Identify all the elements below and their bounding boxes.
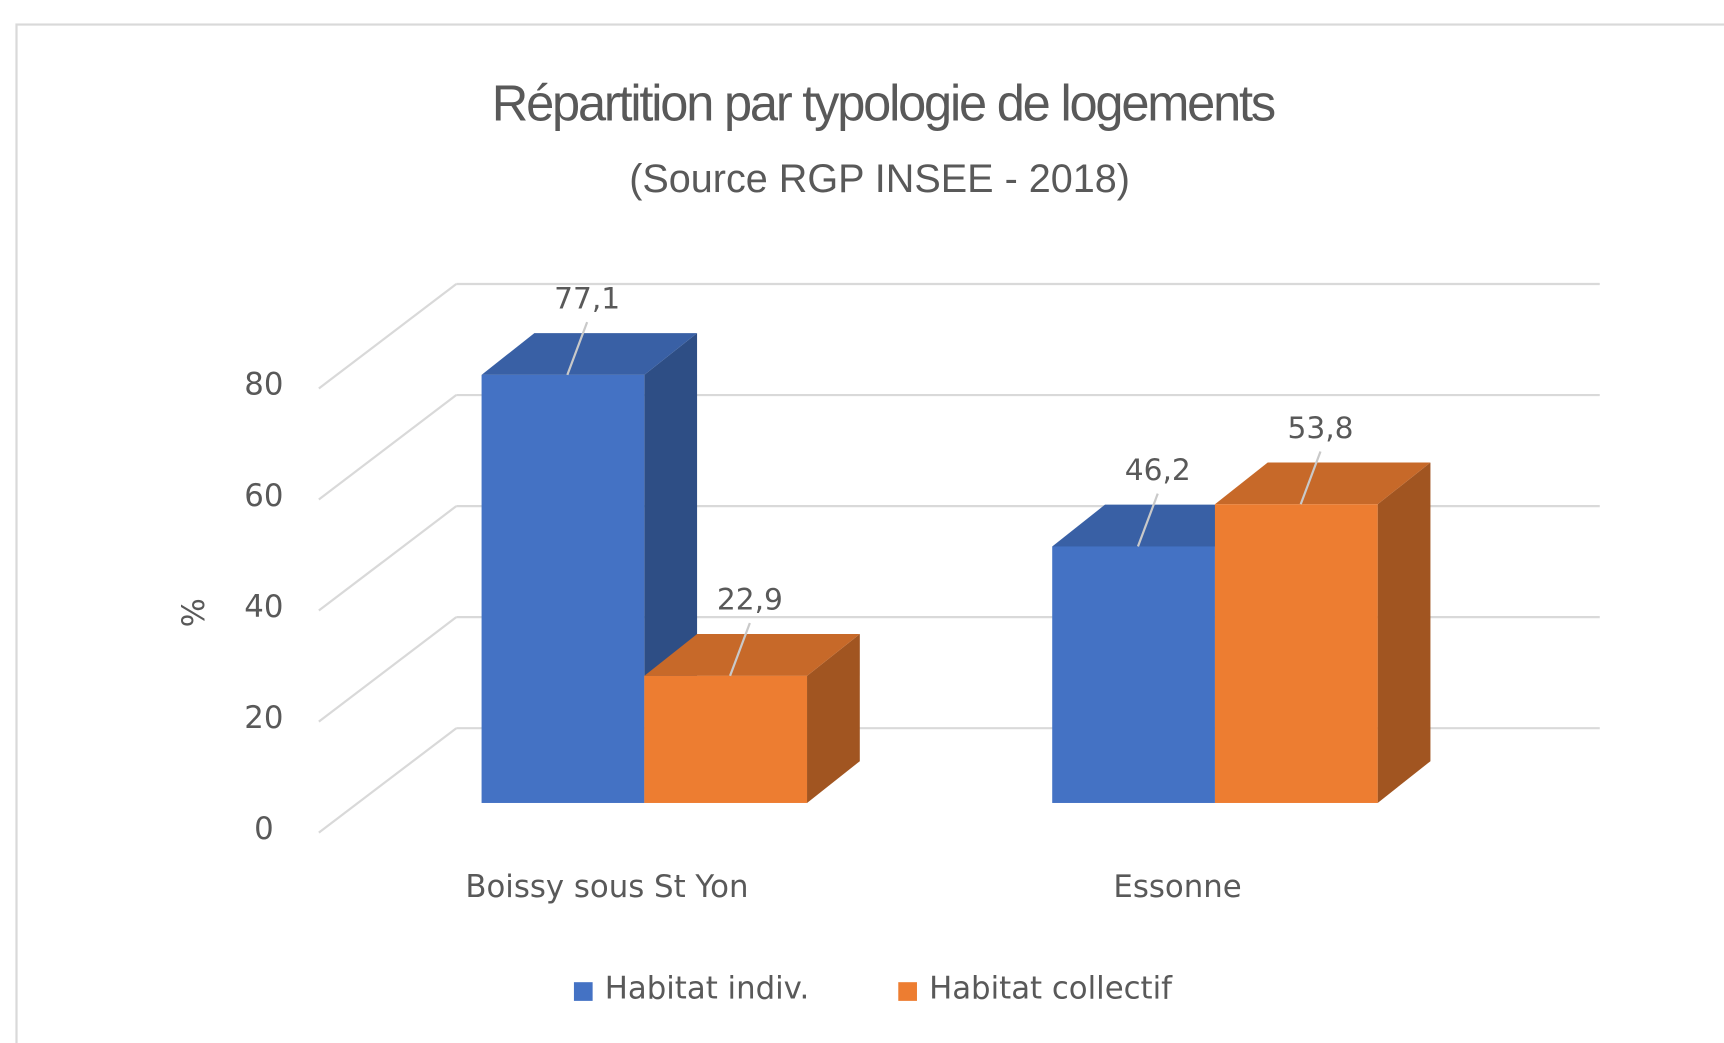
grid-line-side [318, 505, 457, 612]
y-tick-label: 20 [244, 700, 283, 736]
grid-line-side [318, 283, 457, 390]
bar-top [481, 333, 698, 375]
bar [644, 675, 808, 803]
chart-subtitle: (Source RGP INSEE - 2018) [629, 157, 1130, 201]
legend-label: Habitat collectif [929, 970, 1173, 1006]
legend-label: Habitat indiv. [605, 970, 810, 1006]
leader-line [1136, 493, 1159, 547]
bar-side [807, 634, 860, 803]
x-tick-label: Boissy sous St Yon [465, 869, 748, 905]
legend-swatch [573, 982, 593, 1001]
y-tick-label: 60 [244, 478, 283, 514]
data-label: 46,2 [1125, 452, 1191, 487]
leader-line [566, 321, 589, 376]
y-tick-label: 80 [244, 367, 283, 403]
chart-title: Répartition par typologie de logements [492, 74, 1275, 131]
legend-swatch [898, 982, 917, 1001]
data-label: 77,1 [554, 281, 620, 316]
y-tick-label: 40 [244, 589, 283, 625]
data-label: 22,9 [717, 582, 783, 617]
grid-line-side [318, 394, 457, 501]
grid-line-side [318, 727, 457, 834]
bar [1052, 546, 1215, 803]
x-tick-label: Essonne [1113, 869, 1241, 905]
y-axis-label: % [176, 598, 212, 627]
bar [1214, 504, 1378, 803]
bar-side [1377, 462, 1431, 803]
chart-frame [15, 23, 1724, 1043]
leader-line [1299, 451, 1322, 505]
data-label: 53,8 [1287, 410, 1353, 445]
bar-top [1052, 504, 1268, 547]
bar [481, 374, 645, 803]
bar-top [1214, 462, 1431, 505]
leader-line [729, 622, 751, 677]
bar-top [644, 634, 860, 676]
y-tick-label: 0 [254, 811, 274, 847]
grid-line-side [318, 616, 457, 723]
